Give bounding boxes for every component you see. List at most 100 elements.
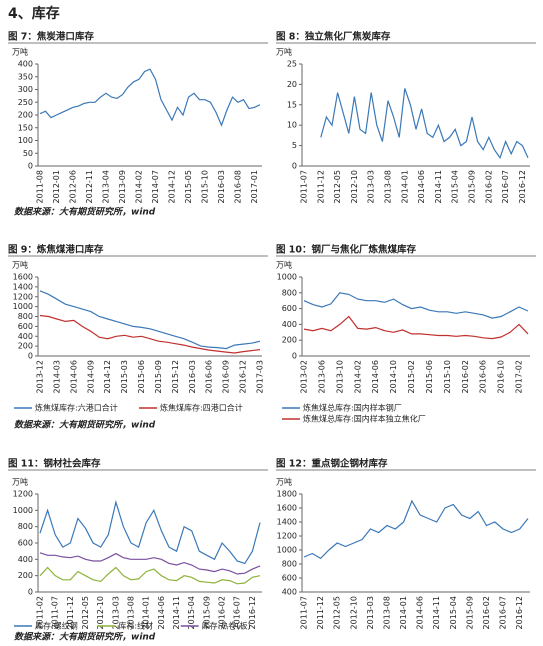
- x-tick-label: 2014-12: [168, 170, 177, 203]
- x-tick-label: 2014-02: [135, 170, 144, 203]
- y-tick-label: 1600: [277, 504, 297, 513]
- y-tick-label: 150: [18, 123, 33, 132]
- y-tick-label: 0: [28, 162, 33, 171]
- x-tick-label: 2014-01: [142, 596, 151, 629]
- y-unit: 万吨: [276, 260, 292, 270]
- y-tick-label: 0: [292, 352, 297, 361]
- y-tick-label: 1000: [277, 546, 297, 555]
- series-line: [303, 315, 529, 340]
- x-tick-label: 2016-12: [248, 596, 257, 629]
- x-tick-label: 2015-04: [449, 596, 458, 629]
- x-tick-label: 2014-11: [434, 170, 443, 203]
- x-tick-label: 2014-06: [417, 170, 426, 203]
- x-tick-label: 2016-06: [205, 360, 214, 393]
- x-tick-label: 2012-05: [333, 596, 342, 629]
- x-tick-label: 2016-12: [518, 170, 527, 203]
- y-tick-label: 800: [282, 288, 297, 297]
- x-tick-label: 2016-09: [222, 360, 231, 393]
- y-unit: 万吨: [12, 477, 28, 487]
- y-tick-label: 10: [287, 121, 297, 130]
- series-line: [39, 552, 261, 575]
- x-tick-label: 2015-12: [171, 360, 180, 393]
- x-tick-label: 2015-03: [120, 360, 129, 393]
- x-tick-label: 2015-05: [184, 170, 193, 203]
- x-tick-label: 2016-08: [234, 170, 243, 203]
- series-line: [39, 290, 261, 350]
- x-tick-label: 2016-06: [479, 360, 488, 393]
- y-tick-label: 1200: [13, 490, 33, 499]
- x-tick-label: 2013-02: [300, 360, 309, 393]
- y-tick-label: 0: [292, 162, 297, 171]
- x-tick-label: 2013-03: [111, 596, 120, 629]
- x-tick-label: 2012-10: [96, 596, 105, 629]
- x-tick-label: 2012-11: [85, 170, 94, 203]
- x-tick-label: 2014-10: [389, 360, 398, 393]
- legend-label: 库存:线材: [118, 621, 153, 631]
- series-line: [39, 314, 261, 354]
- x-tick-label: 2016-03: [188, 360, 197, 393]
- x-tick-label: 2014-06: [69, 360, 78, 393]
- y-tick-label: 20: [287, 80, 297, 89]
- x-tick-label: 2014-02: [353, 360, 362, 393]
- y-tick-label: 400: [18, 555, 33, 564]
- x-tick-label: 2013-12: [36, 360, 45, 393]
- x-tick-label: 2017-02: [515, 360, 524, 393]
- y-tick-label: 200: [18, 342, 33, 351]
- legend-label: 炼焦煤总库存:国内样本钢厂: [303, 403, 402, 413]
- x-tick-label: 2013-03: [367, 170, 376, 203]
- x-tick-label: 2014-12: [103, 360, 112, 393]
- y-tick-label: 800: [282, 560, 297, 569]
- y-tick-label: 5: [292, 141, 297, 150]
- y-tick-label: 1000: [13, 302, 33, 311]
- y-unit: 万吨: [12, 47, 28, 57]
- x-tick-label: 2014-11: [172, 596, 181, 629]
- x-tick-label: 2014-11: [432, 596, 441, 629]
- y-tick-label: 1200: [277, 532, 297, 541]
- x-tick-label: 2016-02: [482, 596, 491, 629]
- source: 数据来源：大有期货研究所，wind: [14, 420, 156, 431]
- x-tick-label: 2016-07: [233, 596, 242, 629]
- y-tick-label: 400: [282, 588, 297, 597]
- section-title: 4、库存: [8, 5, 60, 22]
- x-tick-label: 2015-09: [154, 360, 163, 393]
- x-tick-label: 2015-10: [443, 360, 452, 393]
- x-tick-label: 2014-06: [157, 596, 166, 629]
- x-tick-label: 2011-12: [316, 596, 325, 629]
- chart-caption: 图 8：独立焦化厂焦炭库存: [276, 31, 391, 43]
- x-tick-label: 2014-09: [86, 360, 95, 393]
- y-unit: 万吨: [12, 260, 28, 270]
- chart-caption: 图 10：钢厂与焦化厂炼焦煤库存: [276, 244, 417, 256]
- y-tick-label: 600: [18, 322, 33, 331]
- source: 数据来源：大有期货研究所，wind: [14, 632, 156, 643]
- x-tick-label: 2015-04: [451, 170, 460, 203]
- x-tick-label: 2016-07: [501, 170, 510, 203]
- legend-label: 炼焦煤库存:六港口合计: [35, 403, 118, 413]
- chart-caption: 图 12：重点钢企钢材库存: [276, 458, 388, 470]
- x-tick-label: 2012-10: [350, 170, 359, 203]
- chart-caption: 图 7：焦炭港口库存: [8, 31, 94, 43]
- y-tick-label: 1400: [13, 282, 33, 291]
- y-tick-label: 350: [18, 72, 33, 81]
- x-tick-label: 2014-07: [151, 170, 160, 203]
- x-tick-label: 2013-08: [382, 596, 391, 629]
- x-tick-label: 2011-07: [300, 596, 309, 629]
- x-tick-label: 2015-04: [187, 596, 196, 629]
- y-tick-label: 600: [282, 304, 297, 313]
- x-tick-label: 2016-02: [484, 170, 493, 203]
- y-unit: 万吨: [276, 47, 292, 57]
- x-tick-label: 2016-02: [461, 360, 470, 393]
- x-tick-label: 2013-09: [118, 170, 127, 203]
- y-tick-label: 0: [28, 352, 33, 361]
- y-tick-label: 25: [287, 60, 297, 69]
- y-tick-label: 1600: [13, 273, 33, 282]
- x-tick-label: 2016-12: [239, 360, 248, 393]
- y-tick-label: 250: [18, 98, 33, 107]
- x-tick-label: 2012-01: [52, 170, 61, 203]
- y-tick-label: 600: [18, 539, 33, 548]
- y-tick-label: 0: [28, 588, 33, 597]
- y-tick-label: 1000: [277, 273, 297, 282]
- x-tick-label: 2014-06: [371, 360, 380, 393]
- x-tick-label: 2014-01: [400, 170, 409, 203]
- legend-label: 库存:螺纹钢: [35, 621, 78, 631]
